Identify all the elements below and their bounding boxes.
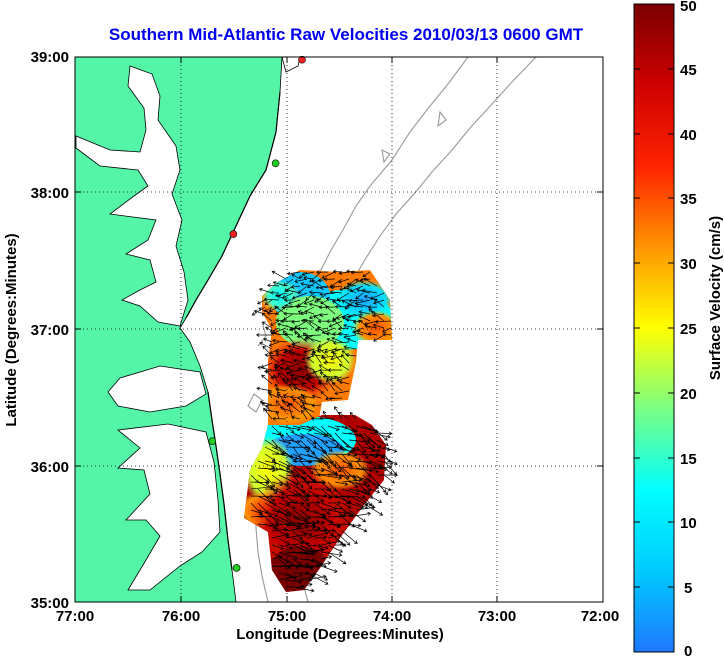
albemarle-sound <box>107 365 207 413</box>
barrier-coast <box>185 91 281 319</box>
chesapeake-bay <box>75 65 189 327</box>
x-tick-label: 75:00 <box>268 608 306 625</box>
pamlico-sound <box>117 423 221 591</box>
station-marker <box>229 230 238 238</box>
tick-marks <box>74 57 604 602</box>
y-tick-label: 35:00 <box>31 595 69 612</box>
colorbar-tick-label: 50 <box>680 0 697 15</box>
y-tick-label: 36:00 <box>31 459 69 476</box>
station-markers <box>208 55 306 572</box>
velocity-arrows <box>250 269 399 593</box>
y-tick-label: 37:00 <box>31 322 69 339</box>
x-tick-label: 77:00 <box>56 608 94 625</box>
station-marker <box>208 437 217 446</box>
colorbar-tick-label: 40 <box>680 127 697 144</box>
station-marker <box>298 55 306 64</box>
outer-banks <box>207 391 233 571</box>
colorbar-tick-label: 30 <box>680 256 697 273</box>
colorbar-ticks <box>634 68 674 588</box>
colorbar-tick-label: 15 <box>680 451 697 468</box>
station-marker <box>232 564 241 572</box>
colorbar-title: Surface Velocity (cm/s) <box>707 216 724 380</box>
colorbar-tick-label: 45 <box>680 62 697 79</box>
y-tick-label: 38:00 <box>31 185 69 202</box>
colorbar-tick-label: 0 <box>684 643 692 659</box>
colorbar <box>633 3 675 653</box>
x-axis-title: Longitude (Degrees:Minutes) <box>236 626 444 643</box>
colorbar-tick-label: 20 <box>680 386 697 403</box>
x-tick-label: 73:00 <box>478 608 516 625</box>
colorbar-tick-label: 25 <box>680 321 697 338</box>
x-tick-label: 74:00 <box>373 608 411 625</box>
plot-title: Southern Mid-Atlantic Raw Velocities 201… <box>109 25 584 44</box>
station-marker <box>271 159 280 168</box>
y-tick-label: 39:00 <box>31 49 69 66</box>
x-tick-label: 76:00 <box>162 608 200 625</box>
y-axis-title: Latitude (Degrees:Minutes) <box>3 233 20 426</box>
grid-lines <box>75 57 603 602</box>
colorbar-tick-label: 5 <box>684 580 692 597</box>
colorbar-tick-label: 35 <box>680 191 697 208</box>
velocity-vectors <box>250 269 399 593</box>
x-tick-label: 72:00 <box>581 608 619 625</box>
colorbar-tick-label: 10 <box>680 515 697 532</box>
